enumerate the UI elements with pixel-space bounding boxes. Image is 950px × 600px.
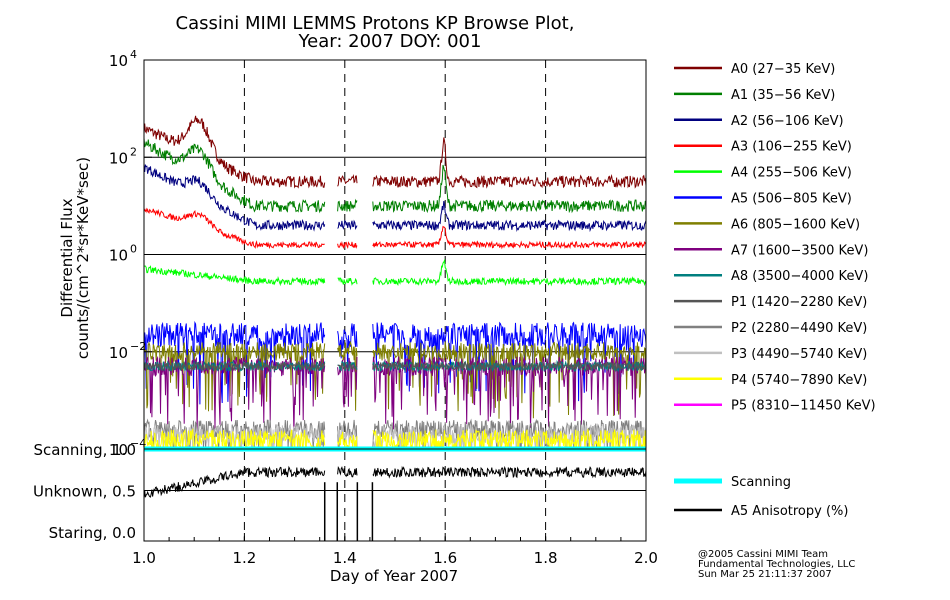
- legend-label: P4 (5740−7890 KeV): [731, 373, 867, 388]
- legend-label: A6 (805−1600 KeV): [731, 217, 860, 232]
- legend-label: P1 (1420−2280 KeV): [731, 295, 867, 310]
- y-tick-power: 4: [130, 48, 137, 61]
- anisotropy-line: [143, 465, 647, 500]
- legend-label: A4 (255−506 KeV): [731, 166, 852, 181]
- legend: A0 (27−35 KeV) A1 (35−56 KeV) A2 (56−106 K…: [674, 62, 876, 519]
- lower-y-tick-label: Unknown, 0.5: [33, 483, 136, 501]
- legend-label: A1 (35−56 KeV): [731, 88, 835, 103]
- series-line: [143, 115, 647, 189]
- series-line: [143, 163, 647, 233]
- lower-y-tick-label: Scanning, 1.0: [33, 441, 136, 459]
- chart-title-line1: Cassini MIMI LEMMS Protons KP Browse Plo…: [176, 13, 575, 34]
- y-tick-label: 10: [109, 52, 128, 70]
- x-tick-label: 1.4: [333, 549, 357, 567]
- x-tick-label: 1.0: [132, 549, 156, 567]
- data-series: [143, 115, 647, 541]
- x-tick-label: 2.0: [634, 549, 658, 567]
- y-tick-power: 0: [130, 243, 137, 256]
- y-tick-power: −2: [130, 340, 146, 353]
- series-line: [144, 258, 647, 287]
- footer-line1: @2005 Cassini MIMI Team: [698, 549, 828, 560]
- series-line: [143, 138, 647, 214]
- legend-label: P5 (8310−11450 KeV): [731, 399, 876, 414]
- chart-title-line2: Year: 2007 DOY: 001: [298, 31, 482, 52]
- legend-label: A5 Anisotropy (%): [731, 504, 848, 519]
- legend-label: A5 (506−805 KeV): [731, 192, 852, 207]
- footer-line3: Sun Mar 25 21:11:37 2007: [698, 569, 832, 580]
- legend-label: A7 (1600−3500 KeV): [731, 243, 868, 258]
- legend-label: A3 (106−255 KeV): [731, 140, 852, 155]
- y-tick-label: 10: [109, 344, 128, 362]
- y-tick-power: −4: [130, 437, 146, 450]
- x-tick-label: 1.2: [232, 549, 256, 567]
- legend-label: P3 (4490−5740 KeV): [731, 347, 867, 362]
- y-axis-label-line2: counts/(cm^2*sr*KeV*sec): [74, 157, 92, 359]
- y-tick-power: 2: [130, 145, 137, 158]
- y-tick-label: 10: [109, 247, 128, 265]
- series-line: [143, 360, 647, 373]
- legend-label: A2 (56−106 KeV): [731, 114, 844, 129]
- legend-label: A8 (3500−4000 KeV): [731, 269, 868, 284]
- series-line: [143, 207, 647, 250]
- legend-label: Scanning: [731, 475, 791, 490]
- legend-label: A0 (27−35 KeV): [731, 62, 835, 77]
- y-tick-label: 10: [109, 441, 128, 459]
- y-axis-label-line1: Differential Flux: [58, 198, 76, 317]
- x-tick-label: 1.8: [534, 549, 558, 567]
- x-axis-label: Day of Year 2007: [330, 567, 458, 585]
- x-tick-label: 1.6: [433, 549, 457, 567]
- y-tick-label: 10: [109, 149, 128, 167]
- footer-line2: Fundamental Technologies, LLC: [698, 559, 855, 570]
- legend-label: P2 (2280−4490 KeV): [731, 321, 867, 336]
- lower-y-tick-label: Staring, 0.0: [49, 524, 136, 542]
